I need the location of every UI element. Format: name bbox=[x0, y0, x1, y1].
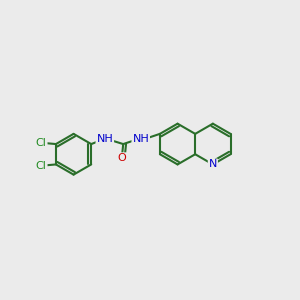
Text: N: N bbox=[209, 159, 217, 170]
Text: O: O bbox=[117, 153, 126, 163]
Text: NH: NH bbox=[132, 134, 149, 144]
Text: Cl: Cl bbox=[36, 138, 46, 148]
Text: NH: NH bbox=[96, 134, 113, 144]
Text: Cl: Cl bbox=[36, 160, 46, 171]
